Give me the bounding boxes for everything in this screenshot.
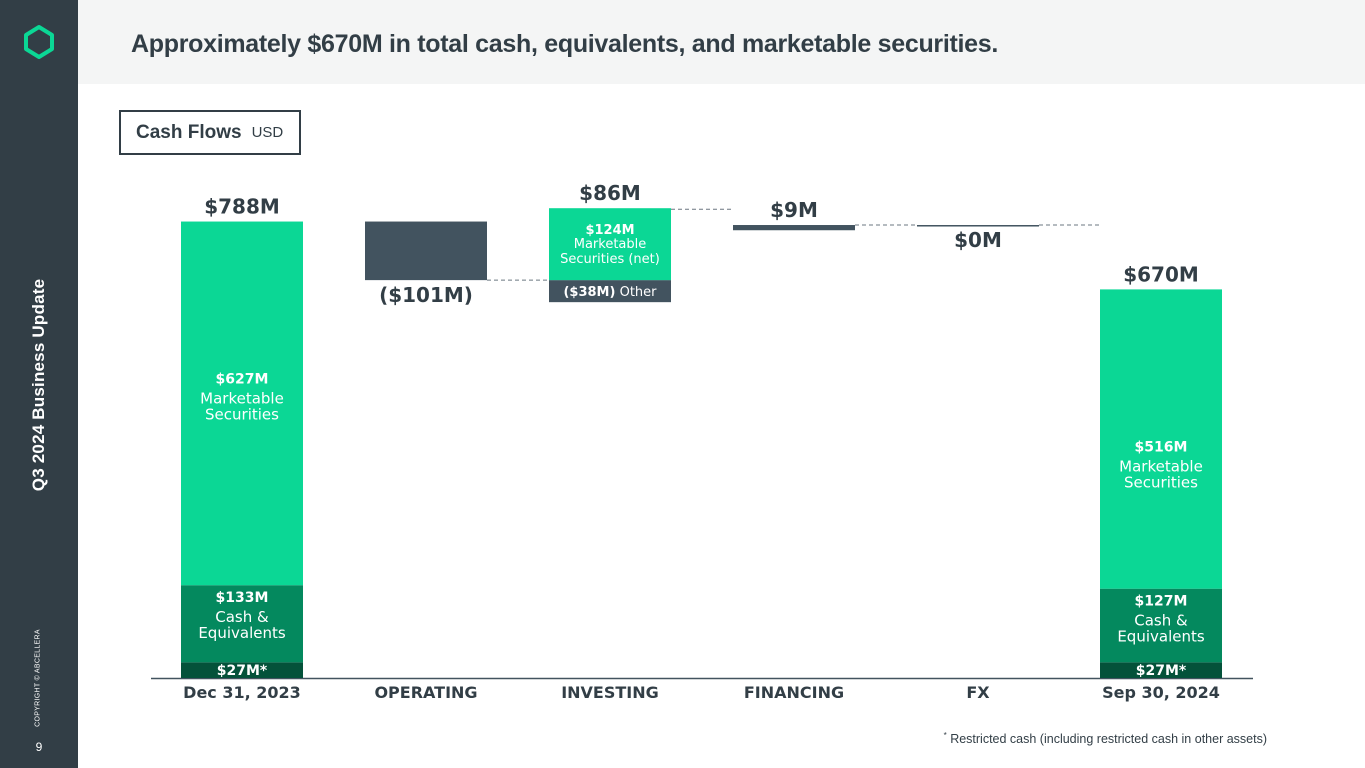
segment-value-label: ($38M) Other: [563, 285, 657, 300]
segment-sublabel: Marketable: [1119, 457, 1203, 475]
segment-sublabel: Equivalents: [198, 624, 286, 642]
segment-value-label: $27M*: [1136, 663, 1187, 679]
page-title: Approximately $670M in total cash, equiv…: [131, 30, 999, 58]
bar-change-label: $0M: [954, 228, 1002, 252]
sidebar: Q3 2024 Business Update COPYRIGHT © ABCE…: [0, 0, 78, 768]
x-tick-label: FX: [966, 683, 990, 702]
segment-value-label: $516M: [1135, 439, 1188, 455]
footnote-text: Restricted cash (including restricted ca…: [950, 732, 1267, 747]
badge-title: Cash Flows: [136, 121, 242, 143]
stacked-bar-segment: [1100, 662, 1222, 678]
abcellera-logo-icon: [24, 25, 54, 59]
segment-sublabel: Marketable: [200, 390, 284, 408]
positive-segment: [549, 208, 671, 281]
segment-value-label: $27M*: [217, 663, 268, 679]
segment-sublabel: Securities: [1124, 473, 1198, 491]
footnote-marker: *: [943, 731, 947, 740]
bar-total-label: $788M: [204, 195, 280, 219]
bar-change-label: ($101M): [379, 283, 473, 307]
segment-sublabel: Securities: [205, 406, 279, 424]
stacked-bar-segment: [181, 585, 303, 663]
segment-value-label: $127M: [1135, 594, 1188, 610]
x-tick-label: FINANCING: [744, 683, 844, 702]
x-tick-label: Dec 31, 2023: [183, 683, 301, 702]
footnote: * Restricted cash (including restricted …: [944, 731, 1267, 746]
bar-change-label: $9M: [770, 198, 818, 222]
x-tick-label: OPERATING: [374, 683, 477, 702]
segment-sublabel: Securities (net): [560, 252, 660, 267]
stacked-bar-segment: [1100, 588, 1222, 663]
stacked-bar-segment: [181, 221, 303, 586]
change-bar: [365, 221, 487, 281]
badge-unit: USD: [251, 124, 284, 141]
x-tick-label: Sep 30, 2024: [1102, 683, 1220, 702]
segment-value-label: $124M: [585, 223, 634, 238]
header: Approximately $670M in total cash, equiv…: [78, 0, 1365, 84]
cash-flows-badge: Cash Flows USD: [119, 110, 301, 155]
change-bar: [917, 225, 1039, 227]
segment-sublabel: Cash &: [215, 608, 269, 626]
bar-total-label: $670M: [1123, 262, 1199, 286]
negative-segment: [549, 280, 671, 303]
segment-sublabel: Marketable: [574, 237, 647, 252]
segment-sublabel: Equivalents: [1117, 628, 1205, 646]
stacked-bar-segment: [181, 662, 303, 678]
x-tick-label: INVESTING: [561, 683, 659, 702]
bar-change-label: $86M: [579, 181, 641, 205]
change-bar: [733, 225, 855, 231]
segment-value-label: $627M: [216, 372, 269, 388]
page-number: 9: [35, 740, 43, 754]
segment-value-label: $133M: [216, 590, 269, 606]
stacked-bar-segment: [1100, 289, 1222, 589]
segment-sublabel: Cash &: [1134, 612, 1188, 630]
